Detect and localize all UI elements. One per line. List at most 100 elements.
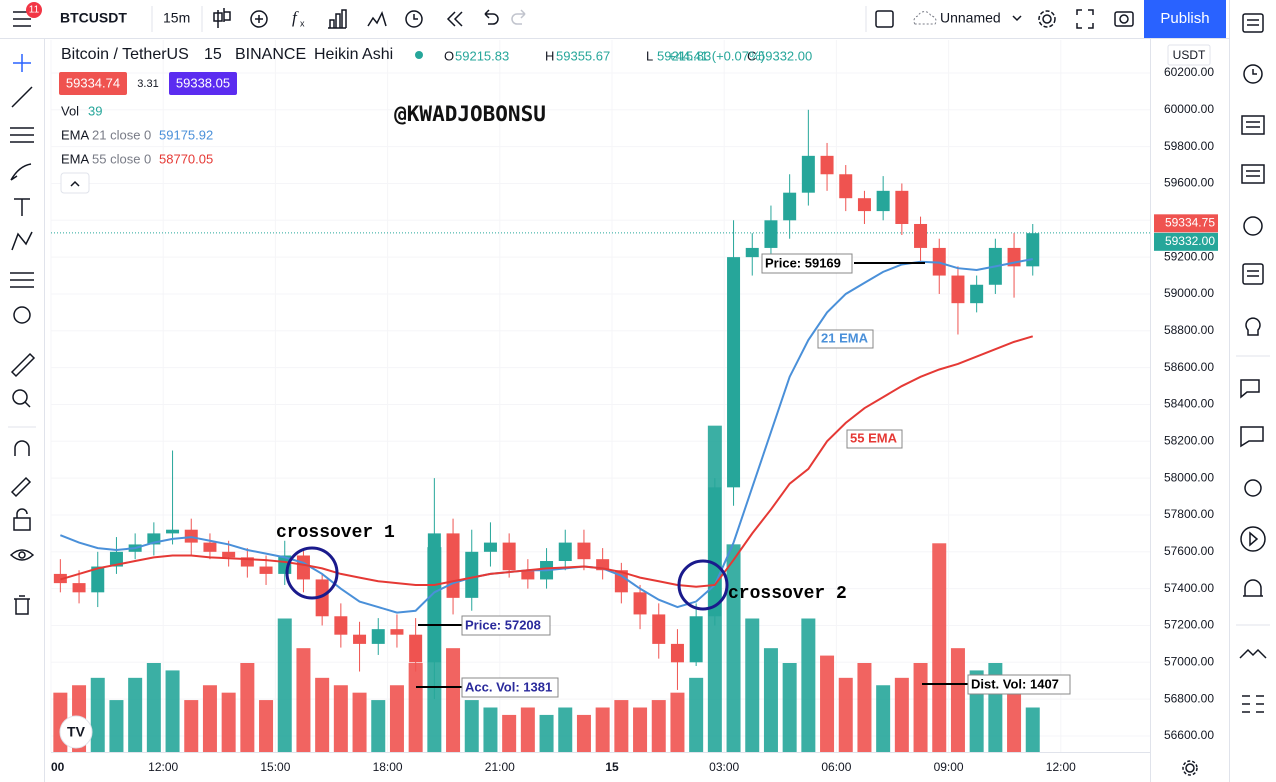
crosshair-tool[interactable] [13, 54, 31, 72]
settings-button[interactable] [1038, 10, 1056, 28]
layout-menu[interactable]: Unnamed [913, 10, 1022, 26]
volume-bar [90, 677, 105, 752]
candle-body [465, 551, 479, 598]
y-tick-label: 59600.00 [1164, 176, 1214, 190]
chart-type-button[interactable] [213, 8, 231, 28]
currency-button[interactable] [1167, 44, 1211, 66]
publish-button[interactable] [1144, 0, 1226, 38]
stay-drawing-tool[interactable] [10, 476, 32, 498]
fib-tool[interactable] [10, 127, 34, 143]
time-settings-button[interactable] [1182, 760, 1198, 776]
trendline-tool[interactable] [11, 86, 33, 108]
lock-tool[interactable] [13, 508, 31, 531]
public-chats-button[interactable] [1240, 426, 1264, 448]
icon-tool[interactable] [13, 306, 31, 324]
indicator-params: 21 close 0 [92, 127, 151, 142]
volume-bar [801, 618, 816, 752]
candle-body [857, 198, 871, 212]
ask: 59338.05 [176, 75, 230, 90]
hotlists-button[interactable] [1243, 216, 1263, 236]
volume-bar [315, 677, 330, 752]
candle-body [614, 570, 628, 593]
y-tick-label: 57000.00 [1164, 654, 1214, 668]
indicator-value: 58770.05 [159, 151, 213, 166]
hide-tool[interactable] [9, 549, 35, 561]
fullscreen-button[interactable] [1076, 9, 1094, 29]
candle-body [951, 275, 965, 304]
candle-body [222, 551, 236, 558]
watchlist-button[interactable] [1242, 13, 1264, 33]
candle-body [670, 643, 684, 663]
chart-style: Heikin Ashi [314, 46, 393, 63]
volume-bar [352, 692, 367, 752]
collapse-button[interactable] [1239, 648, 1267, 659]
replay-alert-button[interactable] [405, 10, 423, 28]
calendar-button[interactable] [1242, 263, 1264, 285]
candle-body [764, 220, 778, 248]
candle-body [895, 190, 909, 224]
y-tick-label: 59200.00 [1164, 249, 1214, 263]
chats-button[interactable] [1240, 379, 1260, 399]
brush-tool[interactable] [10, 163, 32, 181]
pattern-tool[interactable] [11, 231, 33, 251]
prediction-tool[interactable] [10, 272, 34, 288]
volume-bar [464, 700, 479, 752]
alerts-button[interactable] [1243, 64, 1263, 84]
text-tool[interactable] [14, 198, 30, 216]
svg-text:f: f [292, 8, 299, 27]
volume-bar [763, 648, 778, 752]
volume-bar [520, 707, 535, 752]
volume-bar [689, 677, 704, 752]
templates-button[interactable] [328, 9, 347, 29]
replay-button[interactable] [446, 11, 463, 27]
y-tick-label: 58200.00 [1164, 433, 1214, 447]
plot-area [50, 40, 1150, 752]
candle-body [409, 634, 423, 663]
compare-button[interactable] [250, 10, 268, 28]
symbol[interactable]: BTCUSDT [60, 10, 127, 26]
legend: Bitcoin / TetherUS 15 BINANCE Heikin Ash… [59, 46, 812, 194]
zoom-tool[interactable] [12, 389, 31, 408]
candle-body [745, 247, 759, 258]
layout-name: Unnamed [940, 10, 1001, 26]
redo-button[interactable] [511, 9, 526, 25]
remove-tool[interactable] [14, 595, 30, 615]
screenshot-button[interactable] [1114, 11, 1134, 27]
chevron-icon [70, 180, 80, 187]
ohlc-key: O [444, 48, 454, 63]
ideas-button[interactable] [1245, 317, 1261, 336]
price-label-box [1154, 232, 1218, 251]
ask-box[interactable] [169, 72, 237, 95]
notifications-button[interactable] [1243, 579, 1263, 597]
undo-button[interactable] [484, 9, 499, 25]
bid: 59334.74 [66, 75, 120, 90]
streams-button[interactable] [1240, 526, 1266, 552]
fullscreen-layout-button[interactable] [875, 10, 894, 28]
ideas-stream-button[interactable] [1244, 479, 1262, 497]
more-button[interactable] [1242, 695, 1264, 713]
price-label-box [1154, 214, 1218, 233]
publish-label: Publish [1160, 10, 1209, 27]
candle-body [166, 529, 180, 534]
measure-tool[interactable] [10, 352, 36, 378]
volume-bar [633, 707, 648, 752]
bid-box[interactable] [59, 72, 127, 95]
ohlc-value: 59215.83 [657, 48, 711, 63]
ohlc-value: 59332.00 [758, 48, 812, 63]
left-toolbar [8, 38, 45, 782]
crossover-circle [677, 559, 729, 611]
volume-bar [539, 714, 554, 752]
magnet-tool[interactable] [14, 440, 30, 456]
ohlc-key: H [545, 48, 554, 63]
annotation-label: Price: 59169 [765, 255, 841, 270]
news-button[interactable] [1241, 115, 1265, 135]
candle-body [259, 566, 273, 574]
interval[interactable]: 15m [163, 10, 190, 26]
alert-button[interactable] [367, 10, 387, 27]
indicator-params: 55 close 0 [92, 151, 151, 166]
datawindow-button[interactable] [1241, 164, 1265, 184]
time-axis [51, 752, 1198, 776]
x-tick-label: 15 [605, 760, 619, 774]
exchange: BINANCE [235, 46, 306, 63]
